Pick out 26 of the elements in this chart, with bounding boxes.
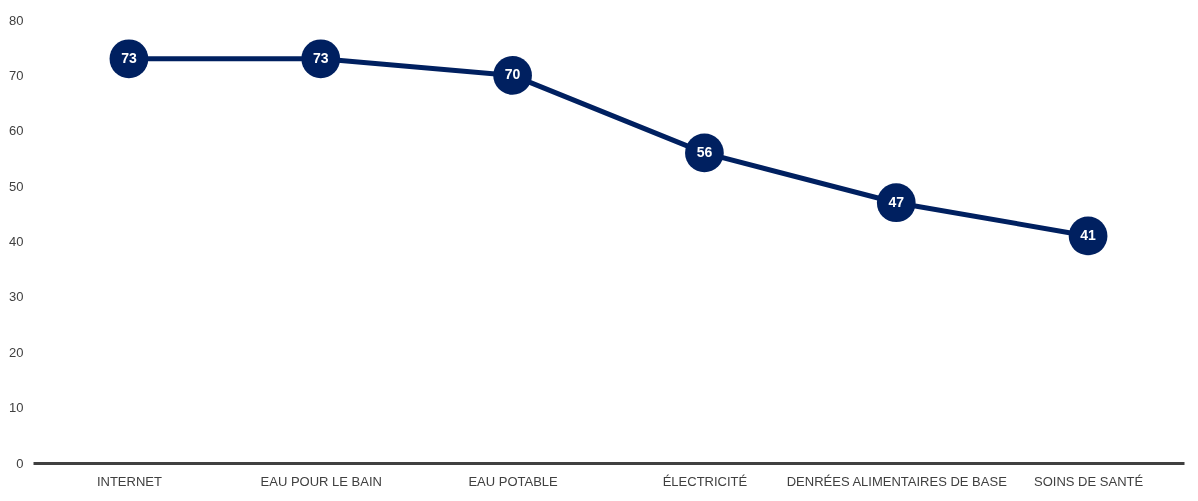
- y-tick-label: 30: [9, 289, 24, 305]
- data-label: 56: [696, 143, 713, 160]
- point: [1068, 216, 1108, 256]
- y-tick-label: 10: [9, 400, 24, 416]
- point: [493, 56, 532, 95]
- data-label: 73: [312, 49, 329, 66]
- data-label: 41: [1080, 226, 1097, 243]
- point: [301, 39, 341, 79]
- y-tick-label: 70: [9, 67, 24, 83]
- point: [876, 183, 916, 223]
- y-tick-label: 60: [9, 123, 24, 139]
- y-tick-label: 80: [9, 12, 24, 28]
- y-tick-label: 40: [9, 234, 24, 249]
- y-tick-label: 0: [16, 455, 24, 471]
- x-tick-label: EAU POTABLE: [468, 473, 559, 489]
- x-tick-label: INTERNET: [96, 473, 162, 489]
- y-tick-label: 50: [9, 178, 24, 194]
- y-tick-label: 20: [9, 344, 24, 360]
- data-label: 47: [888, 193, 905, 210]
- x-tick-label: DENRÉES ALIMENTAIRES DE BASE: [786, 473, 1008, 489]
- x-tick-label: ÉLECTRICITÉ: [662, 473, 748, 489]
- x-tick-label: EAU POUR LE BAIN: [260, 473, 382, 489]
- data-label: 73: [121, 49, 137, 66]
- data-label: 70: [504, 66, 521, 83]
- x-tick-label: SOINS DE SANTÉ: [1034, 473, 1144, 489]
- point: [109, 39, 149, 79]
